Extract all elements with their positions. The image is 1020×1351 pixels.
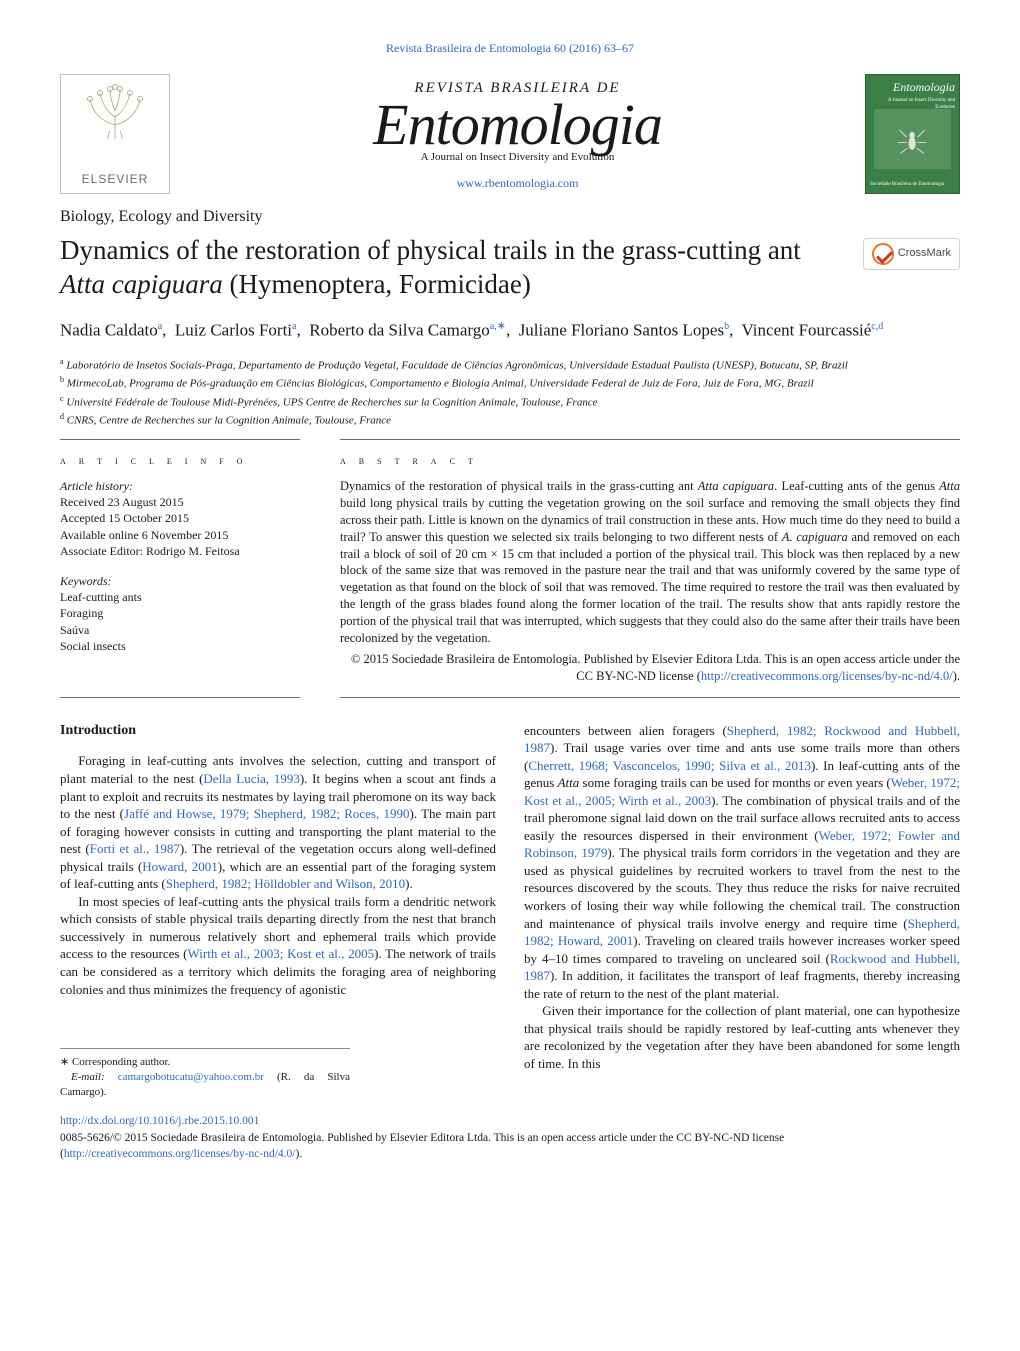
crossmark-label: CrossMark — [898, 247, 951, 261]
article-section-label: Biology, Ecology and Diversity — [60, 206, 960, 228]
journal-masthead: REVISTA BRASILEIRA DE Entomologia A Jour… — [170, 78, 865, 191]
publisher-name: ELSEVIER — [82, 171, 149, 187]
intro-p3: Given their importance for the collectio… — [524, 1002, 960, 1072]
author-1: Nadia Caldato — [60, 321, 158, 340]
citation-link[interactable]: Revista Brasileira de Entomologia 60 (20… — [386, 41, 634, 55]
affiliation-a: a Laboratório de Insetos Sociais-Praga, … — [60, 357, 960, 374]
cover-title: Entomologia — [870, 79, 955, 95]
accepted-date: Accepted 15 October 2015 — [60, 510, 300, 526]
publisher-logo: ELSEVIER — [60, 74, 170, 194]
left-column: Introduction Foraging in leaf-cutting an… — [60, 722, 496, 1100]
ref-link[interactable]: Cherrett, 1968; Vasconcelos, 1990; Silva… — [528, 758, 811, 773]
intro-p1: Foraging in leaf-cutting ants involves t… — [60, 752, 496, 892]
author-3: Roberto da Silva Camargo — [309, 321, 490, 340]
body-columns: Introduction Foraging in leaf-cutting an… — [60, 722, 960, 1100]
ref-link[interactable]: Wirth et al., 2003; Kost et al., 2005 — [188, 946, 375, 961]
keyword-4: Social insects — [60, 638, 300, 654]
title-pre: Dynamics of the restoration of physical … — [60, 235, 801, 265]
keywords-label: Keywords: — [60, 573, 300, 589]
intro-p2: In most species of leaf-cutting ants the… — [60, 893, 496, 998]
ref-link[interactable]: Howard, 2001 — [142, 859, 217, 874]
doi-line: http://dx.doi.org/10.1016/j.rbe.2015.10.… — [60, 1114, 960, 1130]
author-list: Nadia Caldatoa, Luiz Carlos Fortia, Robe… — [60, 319, 960, 343]
author-3-aff: a, — [490, 321, 497, 332]
ref-link[interactable]: Della Lucia, 1993 — [203, 771, 299, 786]
corr-email-link[interactable]: camargobotucatu@yahoo.com.br — [118, 1071, 264, 1083]
keyword-2: Foraging — [60, 605, 300, 621]
cover-footer: Sociedade Brasileira de Entomologia — [870, 182, 955, 189]
article-title: Dynamics of the restoration of physical … — [60, 234, 960, 302]
author-5: Vincent Fourcassié — [742, 321, 872, 340]
journal-subtitle: A Journal on Insect Diversity and Evolut… — [190, 150, 845, 165]
article-info-box: a r t i c l e i n f o Article history: R… — [60, 439, 300, 698]
received-date: Received 23 August 2015 — [60, 494, 300, 510]
journal-site-link[interactable]: www.rbentomologia.com — [457, 176, 579, 190]
journal-cover-thumbnail: Entomologia A Journal on Insect Diversit… — [865, 74, 960, 194]
author-3-corr: ∗ — [497, 320, 506, 332]
author-2-aff: a — [292, 321, 296, 332]
article-info-head: a r t i c l e i n f o — [60, 452, 300, 468]
ref-link[interactable]: Forti et al., 1987 — [90, 841, 180, 856]
right-column: encounters between alien foragers (Sheph… — [524, 722, 960, 1100]
corr-email-line: E-mail: camargobotucatu@yahoo.com.br (R.… — [60, 1070, 350, 1100]
crossmark-badge[interactable]: CrossMark — [863, 238, 960, 270]
affiliation-c: c Université Fédérale de Toulouse Midi-P… — [60, 394, 960, 411]
keyword-3: Saúva — [60, 622, 300, 638]
abstract-text: Dynamics of the restoration of physical … — [340, 478, 960, 647]
journal-name: Entomologia — [190, 96, 845, 154]
author-4-aff: b — [724, 321, 729, 332]
license-link[interactable]: http://creativecommons.org/licenses/by-n… — [701, 669, 953, 683]
affiliation-d: d CNRS, Centre de Recherches sur la Cogn… — [60, 412, 960, 429]
author-4: Juliane Floriano Santos Lopes — [519, 321, 724, 340]
abstract-head: a b s t r a c t — [340, 452, 960, 468]
top-citation: Revista Brasileira de Entomologia 60 (20… — [60, 40, 960, 56]
associate-editor: Associate Editor: Rodrigo M. Feitosa — [60, 543, 300, 559]
affiliation-b: b MirmecoLab, Programa de Pós-graduação … — [60, 375, 960, 392]
abstract-box: a b s t r a c t Dynamics of the restorat… — [340, 439, 960, 698]
author-2: Luiz Carlos Forti — [175, 321, 292, 340]
ref-link[interactable]: Jaffé and Howse, 1979; Shepherd, 1982; R… — [124, 806, 409, 821]
page-copyright: 0085-5626/© 2015 Sociedade Brasileira de… — [60, 1131, 960, 1162]
history-label: Article history: — [60, 478, 300, 494]
introduction-heading: Introduction — [60, 722, 496, 741]
title-post: (Hymenoptera, Formicidae) — [223, 269, 531, 299]
keyword-1: Leaf-cutting ants — [60, 589, 300, 605]
doi-link[interactable]: http://dx.doi.org/10.1016/j.rbe.2015.10.… — [60, 1115, 259, 1127]
author-5-aff: c,d — [871, 321, 883, 332]
crossmark-icon — [872, 243, 894, 265]
corr-label: ∗ Corresponding author. — [60, 1055, 350, 1070]
abstract-copyright: © 2015 Sociedade Brasileira de Entomolog… — [340, 651, 960, 685]
journal-header: ELSEVIER REVISTA BRASILEIRA DE Entomolog… — [60, 74, 960, 194]
online-date: Available online 6 November 2015 — [60, 527, 300, 543]
cover-insect-icon — [874, 109, 951, 169]
footer-license-link[interactable]: http://creativecommons.org/licenses/by-n… — [64, 1148, 296, 1160]
elsevier-tree-icon — [80, 81, 150, 141]
author-1-aff: a — [158, 321, 162, 332]
ref-link[interactable]: Shepherd, 1982; Hölldobler and Wilson, 2… — [166, 876, 405, 891]
intro-p1-cont: encounters between alien foragers (Sheph… — [524, 722, 960, 1003]
title-species: Atta capiguara — [60, 269, 223, 299]
corresponding-footnote: ∗ Corresponding author. E-mail: camargob… — [60, 1048, 350, 1100]
